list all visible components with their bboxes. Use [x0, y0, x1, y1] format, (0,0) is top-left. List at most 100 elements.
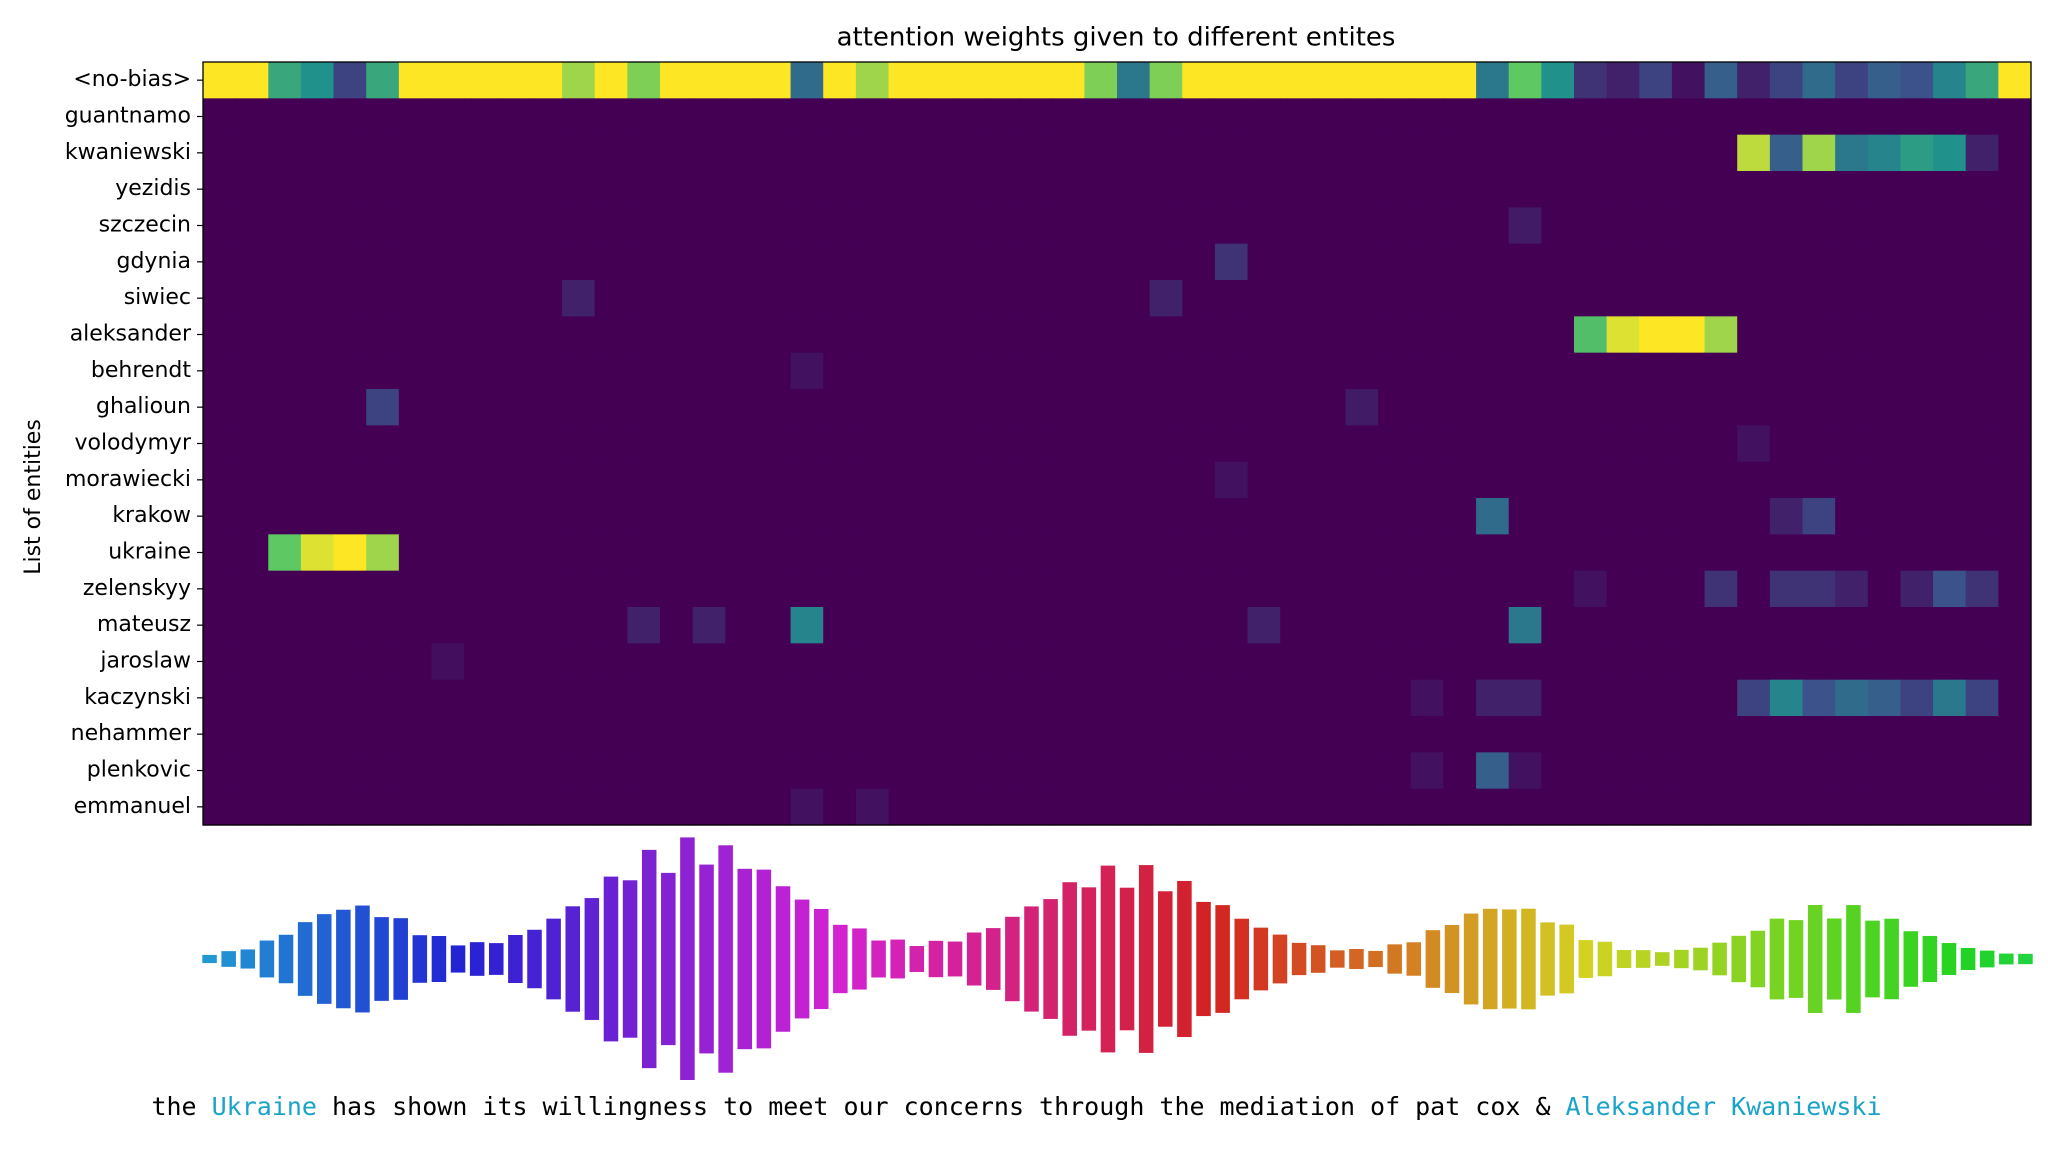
heatmap-cell	[496, 643, 531, 681]
heatmap-cell	[203, 352, 237, 390]
heatmap-cell	[1345, 607, 1379, 644]
heatmap-cell	[398, 752, 433, 790]
heatmap-cell	[1280, 461, 1314, 499]
heatmap-cell	[1149, 607, 1183, 644]
heatmap-cell	[1051, 752, 1085, 790]
heatmap-cell	[1998, 498, 2032, 535]
heatmap-cell	[888, 570, 922, 608]
heatmap-cell	[1345, 280, 1379, 317]
heatmap-cell	[627, 316, 661, 354]
heatmap-cell	[268, 243, 302, 281]
heatmap-cell	[1410, 716, 1445, 753]
y-tick-label: szczecin	[99, 213, 191, 238]
heatmap-cell	[203, 607, 237, 644]
heatmap-cell	[1084, 389, 1118, 426]
heatmap-cell	[1443, 498, 1477, 535]
heatmap-cell	[1900, 461, 1934, 499]
heatmap-cell	[725, 461, 759, 499]
heatmap-cell	[1671, 607, 1706, 644]
heatmap-cell	[1900, 716, 1934, 753]
heatmap-cell	[1835, 316, 1869, 354]
heatmap-cell	[1541, 134, 1575, 172]
heatmap-cell	[986, 643, 1020, 681]
heatmap-cell	[300, 607, 335, 644]
heatmap-cell	[1214, 498, 1249, 535]
word: meet	[768, 1092, 829, 1121]
heatmap-cell	[855, 316, 890, 354]
wave-bar	[813, 908, 829, 1010]
heatmap-cell	[562, 643, 596, 681]
heatmap-cell	[1574, 207, 1608, 245]
heatmap-cell	[1117, 788, 1151, 826]
heatmap-cell	[1639, 316, 1673, 354]
heatmap-cell	[1900, 752, 1934, 790]
heatmap-cell	[1835, 679, 1869, 717]
heatmap-cell	[692, 570, 726, 608]
heatmap-cell	[594, 62, 628, 99]
heatmap-cell	[1410, 498, 1445, 535]
heatmap-cell	[1019, 98, 1053, 136]
heatmap-cell	[1019, 679, 1053, 717]
heatmap-cell	[1508, 98, 1542, 136]
heatmap-cell	[888, 352, 922, 390]
heatmap-cell	[1247, 134, 1281, 172]
heatmap-cell	[333, 679, 367, 717]
y-tick-label: yezidis	[115, 176, 191, 201]
word: willingness	[542, 1092, 709, 1121]
heatmap-cell	[692, 679, 726, 717]
wave-bar	[1731, 935, 1746, 983]
heatmap-cell	[1476, 134, 1510, 172]
heatmap-cell	[1965, 425, 1999, 463]
wave-bar	[450, 945, 466, 973]
y-tick-label: behrendt	[91, 358, 191, 383]
heatmap-cell	[562, 498, 596, 535]
heatmap-cell	[1410, 316, 1445, 354]
heatmap-cell	[1508, 243, 1542, 281]
heatmap-cell	[235, 570, 269, 608]
heatmap-cell	[333, 461, 367, 499]
heatmap-cell	[496, 243, 531, 281]
heatmap-cell	[1606, 171, 1640, 208]
wave-bar	[1330, 950, 1345, 968]
heatmap-cell	[1933, 98, 1967, 136]
heatmap-cell	[1737, 679, 1771, 717]
heatmap-cell	[1345, 98, 1379, 136]
heatmap-cell	[790, 243, 824, 281]
heatmap-cell	[986, 243, 1020, 281]
heatmap-cell	[398, 389, 433, 426]
heatmap-cell	[1867, 389, 1902, 426]
heatmap-cell	[1737, 788, 1771, 826]
heatmap-cell	[692, 280, 726, 317]
heatmap-cell	[1933, 389, 1967, 426]
heatmap-cell	[660, 716, 694, 753]
heatmap-cell	[594, 643, 628, 681]
heatmap-cell	[562, 280, 596, 317]
heatmap-cell	[1998, 788, 2032, 826]
word: its	[482, 1092, 528, 1121]
wave-bar	[1310, 945, 1326, 973]
heatmap-cell	[1247, 679, 1281, 717]
heatmap-cell	[1410, 389, 1445, 426]
heatmap-cell	[1639, 788, 1673, 826]
heatmap-cell	[1443, 207, 1477, 245]
heatmap-cell	[627, 607, 661, 644]
heatmap-cell	[1410, 643, 1445, 681]
heatmap-cell	[333, 98, 367, 136]
heatmap-cell	[1476, 643, 1510, 681]
heatmap-cell	[1019, 171, 1053, 208]
heatmap-cell	[1574, 498, 1608, 535]
heatmap-cell	[235, 643, 269, 681]
heatmap-cell	[1867, 62, 1902, 99]
wave-bar	[469, 942, 485, 976]
heatmap-cell	[921, 425, 955, 463]
heatmap-cell	[1476, 280, 1510, 317]
heatmap-cell	[268, 171, 302, 208]
heatmap-cell	[1867, 570, 1902, 608]
heatmap-cell	[1247, 171, 1281, 208]
heatmap-cell	[268, 207, 302, 245]
heatmap-cell	[1476, 207, 1510, 245]
heatmap-cell	[1084, 316, 1118, 354]
heatmap-cell	[366, 207, 400, 245]
heatmap-cell	[1280, 316, 1314, 354]
heatmap-cell	[496, 788, 531, 826]
